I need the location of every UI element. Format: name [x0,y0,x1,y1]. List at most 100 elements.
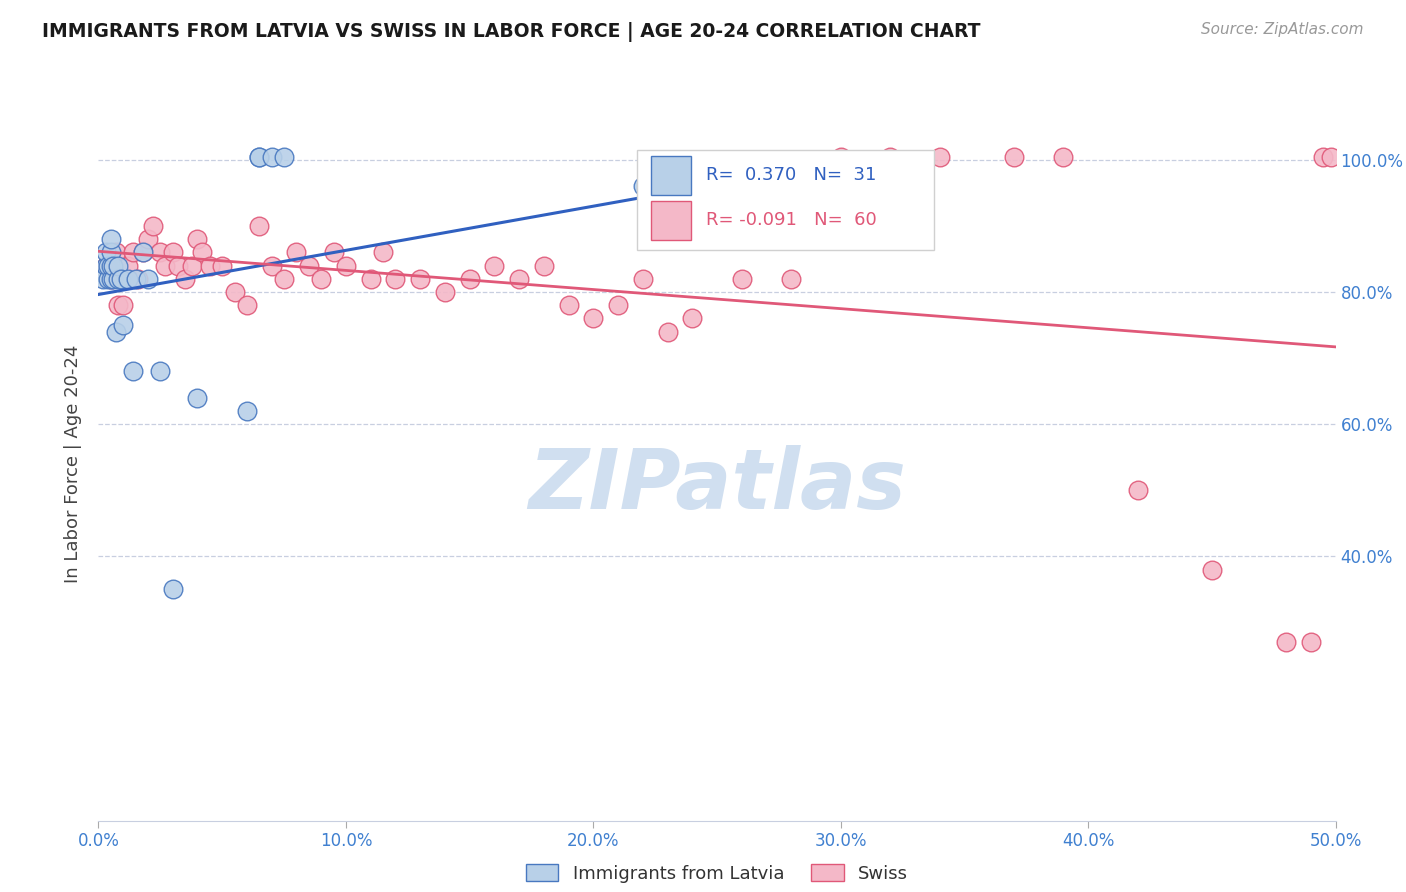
Point [1201,563,1223,577]
Point [657,325,679,339]
Point [433,285,456,299]
Bar [651,201,692,240]
Point [112,318,135,332]
Point [533,259,555,273]
Point [1299,635,1322,649]
Point [273,150,295,164]
Point [191,245,214,260]
Point [127,272,149,286]
Point [247,150,270,164]
Point [247,150,270,164]
Point [103,272,125,286]
Point [100,272,122,286]
Point [93,272,115,286]
Point [236,404,259,418]
Point [103,259,125,273]
Point [149,364,172,378]
Point [731,272,754,286]
Point [1002,150,1025,164]
Point [124,272,146,286]
Point [631,272,654,286]
Point [298,259,321,273]
Point [100,272,122,286]
Point [117,259,139,273]
Point [122,364,145,378]
Text: Source: ZipAtlas.com: Source: ZipAtlas.com [1201,22,1364,37]
Point [335,259,357,273]
Point [186,232,208,246]
Point [1312,150,1334,164]
Point [1275,635,1298,649]
Point [117,272,139,286]
Bar [651,155,692,194]
Y-axis label: In Labor Force | Age 20-24: In Labor Force | Age 20-24 [65,344,83,583]
Point [198,259,221,273]
Point [607,298,630,312]
Point [107,272,129,286]
Point [780,272,803,286]
Point [631,179,654,194]
Point [236,298,259,312]
Point [122,245,145,260]
Point [136,272,159,286]
Point [260,150,283,164]
Point [186,391,208,405]
Point [681,311,703,326]
Point [112,298,135,312]
Point [100,245,122,260]
Point [149,245,172,260]
Point [557,298,579,312]
Point [155,259,177,273]
Point [110,272,132,286]
Point [166,259,188,273]
Text: R=  0.370   N=  31: R= 0.370 N= 31 [706,166,876,184]
Point [224,285,246,299]
Point [1319,150,1341,164]
Point [582,311,605,326]
Point [309,272,332,286]
Point [162,245,184,260]
Point [928,150,950,164]
Point [508,272,530,286]
Point [132,245,155,260]
Point [780,193,803,207]
Point [162,582,184,597]
Point [100,232,122,246]
Point [142,219,165,233]
Point [94,259,117,273]
Point [94,245,117,260]
Point [458,272,481,286]
Point [247,219,270,233]
Point [211,259,233,273]
Point [174,272,197,286]
Point [107,298,129,312]
Point [879,150,901,164]
Text: R= -0.091   N=  60: R= -0.091 N= 60 [706,211,877,229]
Point [1126,483,1149,498]
FancyBboxPatch shape [637,150,934,250]
Point [322,245,344,260]
Point [273,272,295,286]
Point [104,245,127,260]
Point [97,272,120,286]
Point [97,259,120,273]
Point [107,259,129,273]
Point [484,259,506,273]
Legend: Immigrants from Latvia, Swiss: Immigrants from Latvia, Swiss [519,857,915,890]
Point [1052,150,1074,164]
Point [360,272,382,286]
Point [285,245,308,260]
Point [100,259,122,273]
Point [260,259,283,273]
Point [94,259,117,273]
Point [384,272,406,286]
Point [830,150,852,164]
Point [104,325,127,339]
Point [371,245,394,260]
Point [136,232,159,246]
Text: ZIPatlas: ZIPatlas [529,445,905,525]
Point [409,272,432,286]
Point [181,259,204,273]
Point [132,245,155,260]
Text: IMMIGRANTS FROM LATVIA VS SWISS IN LABOR FORCE | AGE 20-24 CORRELATION CHART: IMMIGRANTS FROM LATVIA VS SWISS IN LABOR… [42,22,980,42]
